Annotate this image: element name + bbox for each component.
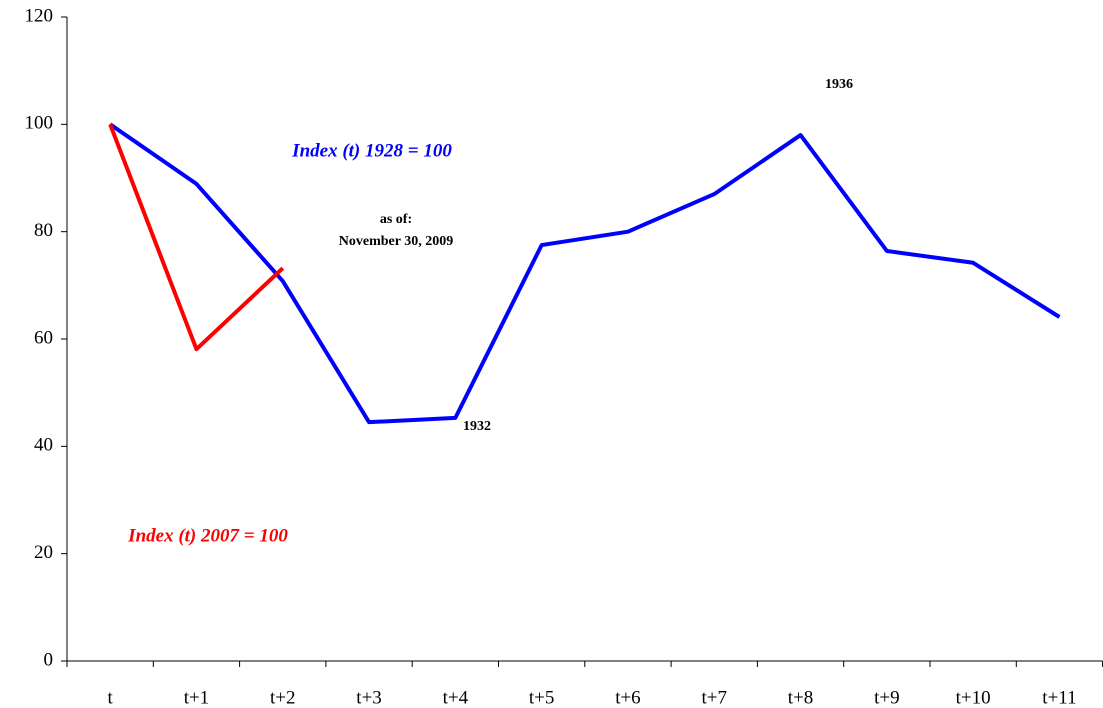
y-tick-label: 40 [34,435,53,456]
annotation: November 30, 2009 [339,234,453,249]
annotation: 1932 [463,419,491,434]
x-tick-label: t+7 [702,687,728,708]
y-tick-label: 20 [34,542,53,563]
y-tick-label: 0 [44,649,54,670]
x-tick-label: t+9 [874,687,900,708]
x-tick-label: t+5 [529,687,555,708]
y-tick-label: 80 [34,220,53,241]
x-tick-label: t+11 [1042,687,1076,708]
x-tick-label: t+3 [356,687,382,708]
x-tick-label: t+10 [956,687,991,708]
x-tick-label: t+1 [184,687,210,708]
series-label: Index (t) 2007 = 100 [127,525,288,546]
x-tick-label: t+4 [443,687,469,708]
x-tick-label: t+2 [270,687,296,708]
y-tick-label: 120 [25,5,54,26]
x-tick-label: t+6 [615,687,641,708]
annotation: as of: [380,212,412,227]
y-tick-label: 60 [34,327,53,348]
series-line [109,122,1061,425]
annotation: 1936 [825,77,853,92]
series-line [108,123,285,352]
series-label: Index (t) 1928 = 100 [291,140,452,161]
x-tick-label: t [108,687,114,708]
x-tick-label: t+8 [788,687,814,708]
y-tick-label: 100 [25,113,54,134]
